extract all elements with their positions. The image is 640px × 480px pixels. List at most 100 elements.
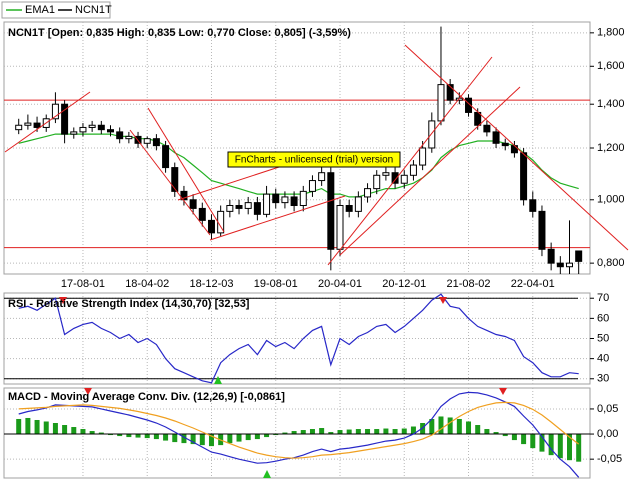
watermark-box <box>227 151 401 168</box>
watermark: FnCharts - unlicensed (trial) version <box>235 155 393 166</box>
candle-body <box>538 210 546 250</box>
histogram-bar <box>365 429 371 435</box>
histogram-bar <box>319 428 325 435</box>
y-tick-label: 50 <box>597 332 609 344</box>
y-tick-label: 0,800 <box>597 257 625 269</box>
histogram-bar <box>567 434 572 461</box>
histogram-bar <box>62 425 68 435</box>
candle-body <box>290 196 298 207</box>
trend-line <box>339 86 521 256</box>
series-line <box>18 391 580 478</box>
candle-body <box>492 131 500 144</box>
y-tick-label: -0,05 <box>597 453 622 465</box>
histogram-bar <box>25 417 31 435</box>
histogram-bar <box>144 434 150 439</box>
histogram-bar <box>300 430 306 435</box>
histogram-bar <box>466 421 472 435</box>
histogram-bar <box>245 434 251 441</box>
y-tick-label: 1,600 <box>597 60 625 72</box>
histogram-bar <box>355 429 361 435</box>
histogram-bar <box>227 434 233 444</box>
candle-body <box>308 180 316 192</box>
buy-signal <box>214 376 222 384</box>
histogram-bar <box>16 418 22 435</box>
histogram-bar <box>126 434 132 438</box>
histogram-bar <box>153 434 159 440</box>
histogram-bar <box>438 416 444 435</box>
legend-label: EMA1 <box>25 4 55 16</box>
candle-body <box>437 84 445 122</box>
trend-line <box>147 107 225 233</box>
candle-body <box>354 196 362 212</box>
candle-body <box>501 142 509 147</box>
histogram-bar <box>254 434 260 440</box>
candle-body <box>529 199 537 212</box>
x-tick-label: 17-08-01 <box>61 278 105 290</box>
histogram-bar <box>264 434 270 438</box>
histogram-bar <box>337 430 343 435</box>
histogram-bar <box>383 428 389 435</box>
candle-body <box>189 199 197 209</box>
histogram-bar <box>511 434 517 441</box>
candle-body <box>281 196 289 204</box>
histogram-bar <box>52 423 58 435</box>
trend-line <box>129 129 211 236</box>
histogram-bar <box>392 429 398 435</box>
sell-signal <box>499 388 507 395</box>
sell-signal <box>59 297 67 304</box>
candle-body <box>510 145 518 154</box>
histogram-bar <box>172 434 178 443</box>
rsi-panel <box>3 292 591 385</box>
y-tick-label: 70 <box>597 292 609 304</box>
y-tick-label: 30 <box>597 373 609 385</box>
y-tick-label: 40 <box>597 353 609 365</box>
histogram-bar <box>236 434 242 442</box>
histogram-bar <box>108 434 113 436</box>
series-line <box>18 401 580 459</box>
histogram-bar <box>98 432 104 435</box>
histogram-bar <box>163 434 169 441</box>
candle-body <box>566 262 573 268</box>
candle-body <box>391 172 399 184</box>
histogram-bar <box>401 428 407 435</box>
candle-body <box>253 202 261 215</box>
histogram-bar <box>208 434 214 447</box>
candle-body <box>520 152 528 201</box>
histogram-bar <box>291 431 297 435</box>
candle-body <box>152 138 160 147</box>
y-tick-label: 0,00 <box>597 428 618 440</box>
legend-label: NCN1T <box>75 4 112 16</box>
histogram-bar <box>71 427 77 435</box>
y-tick-label: 1,200 <box>597 142 625 154</box>
candle-body <box>465 97 473 113</box>
candle-body <box>125 135 133 140</box>
candle-body <box>400 174 408 184</box>
candle-body <box>226 205 234 212</box>
candle-body <box>15 124 23 131</box>
x-tick-label: 22-04-01 <box>511 278 555 290</box>
histogram-bar <box>309 429 315 435</box>
candle-body <box>33 122 41 128</box>
series-line <box>18 293 579 384</box>
rsi-title: RSI - Relative Strength Index (14,30,70)… <box>8 298 250 310</box>
candle-body <box>556 262 564 268</box>
x-tick-label: 20-04-01 <box>318 278 362 290</box>
candle-body <box>61 103 69 135</box>
candle-body <box>364 188 372 198</box>
histogram-bar <box>80 429 86 435</box>
candle-body <box>483 124 491 133</box>
histogram-bar <box>429 418 435 435</box>
candle-body <box>345 205 353 212</box>
trend-line <box>404 44 629 251</box>
y-tick-label: 60 <box>597 312 609 324</box>
trend-lines <box>4 44 629 266</box>
candle-body <box>244 202 252 209</box>
candle-body <box>409 164 417 176</box>
y-tick-label: 1,400 <box>597 98 625 110</box>
candle-body <box>97 124 105 131</box>
histogram-bar <box>548 434 554 456</box>
legend-box <box>1 1 111 19</box>
histogram-bar <box>410 426 416 435</box>
candle-body <box>24 122 32 126</box>
candle-body <box>207 219 215 234</box>
